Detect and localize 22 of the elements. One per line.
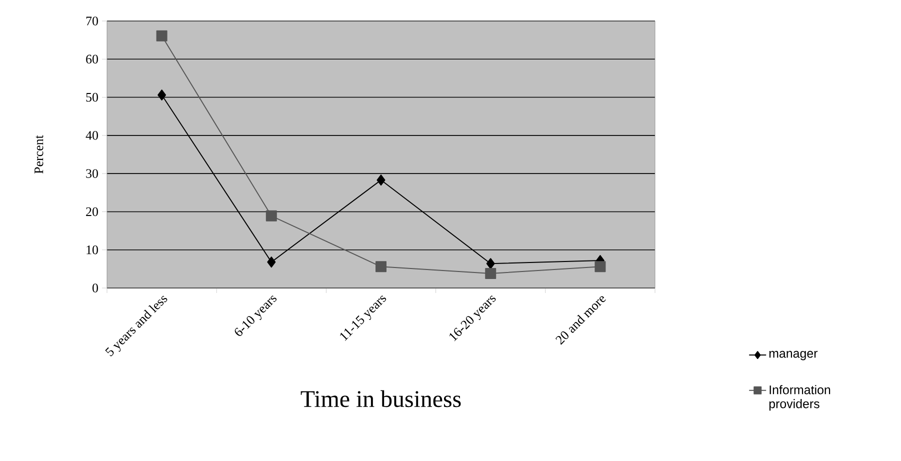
y-tick-label: 60 bbox=[86, 54, 98, 64]
y-tick-label: 40 bbox=[86, 131, 98, 140]
y-axis-title: Percent bbox=[34, 135, 44, 174]
point bbox=[376, 261, 386, 272]
point bbox=[486, 258, 495, 270]
point bbox=[594, 261, 606, 272]
x-axis-title: Time in business bbox=[300, 390, 461, 408]
y-tick-label: 30 bbox=[86, 169, 98, 178]
legend-label: Information providers bbox=[769, 385, 830, 411]
y-tick-label: 70 bbox=[86, 16, 98, 26]
y-tick-label: 0 bbox=[92, 284, 98, 292]
y-tick-label: 50 bbox=[86, 92, 98, 102]
y-tick-label: 20 bbox=[86, 207, 98, 216]
legend-label: manager bbox=[769, 350, 818, 360]
point bbox=[267, 256, 276, 268]
point bbox=[266, 210, 277, 222]
point bbox=[485, 268, 496, 280]
point bbox=[156, 30, 168, 42]
x-tick-label: 20 and more bbox=[556, 296, 606, 345]
y-tick-label: 10 bbox=[86, 245, 98, 254]
point bbox=[376, 174, 386, 186]
point bbox=[158, 89, 166, 100]
